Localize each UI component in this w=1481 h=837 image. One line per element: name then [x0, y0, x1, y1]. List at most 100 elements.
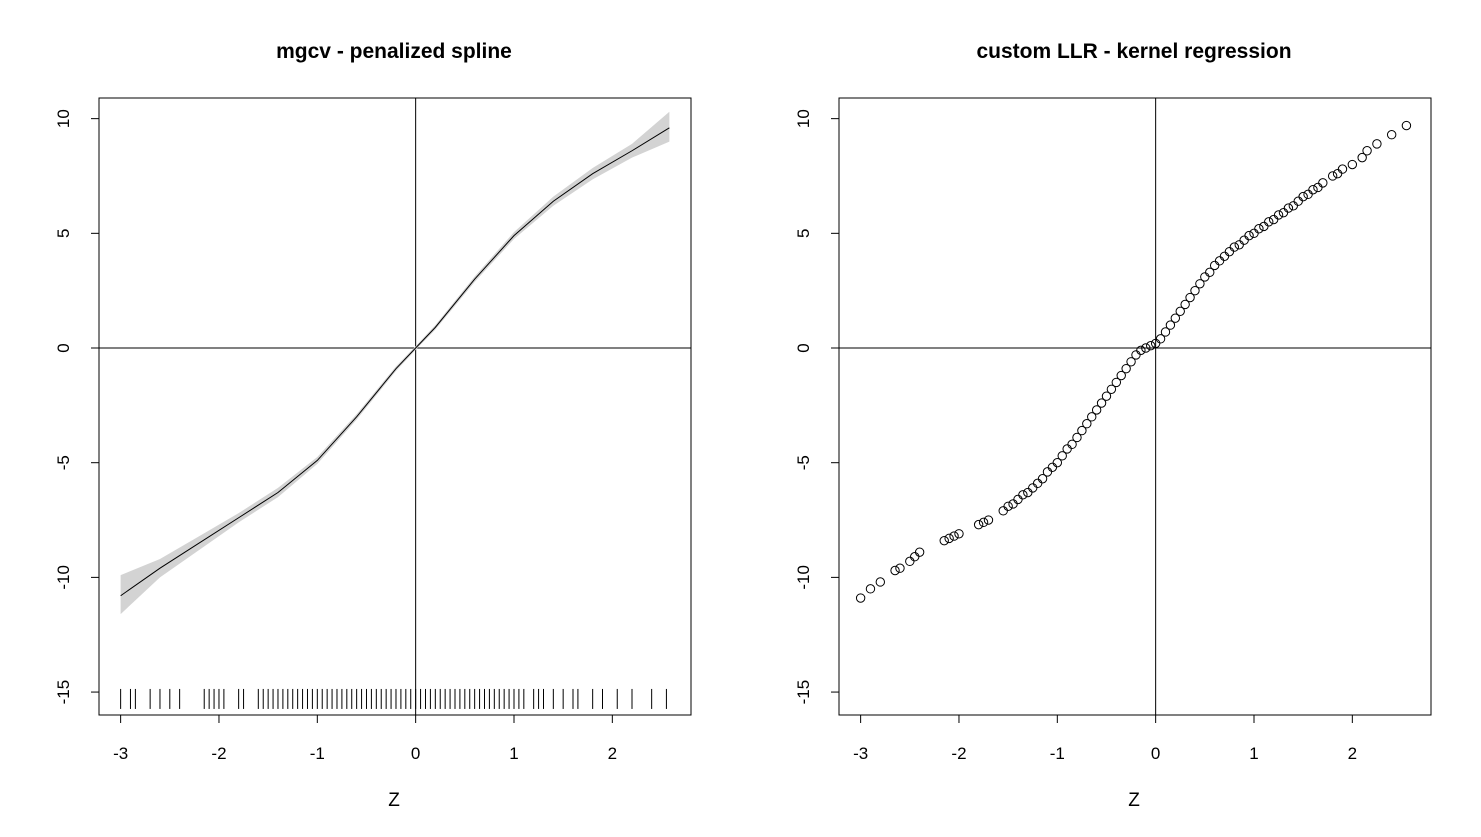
plot-frame — [838, 97, 1432, 716]
data-point — [1072, 432, 1082, 443]
y-tick-label: 5 — [54, 229, 73, 238]
data-point — [973, 519, 984, 530]
data-point — [1106, 384, 1117, 394]
data-point — [1308, 185, 1318, 195]
x-tick-label: 1 — [1249, 744, 1258, 763]
x-tick-label: -1 — [310, 744, 325, 763]
data-point — [1146, 341, 1156, 351]
x-tick-label: -2 — [951, 744, 966, 763]
panel-mgcv: mgcv - penalized spline -3 -2 -1 0 1 2-15-10-… — [54, 40, 692, 811]
data-point — [1219, 251, 1230, 261]
data-point — [865, 584, 876, 594]
data-point — [890, 565, 900, 576]
data-point — [1244, 230, 1254, 241]
data-point — [1234, 240, 1244, 250]
data-point — [1313, 182, 1323, 193]
data-point — [1013, 494, 1023, 505]
y-tick-label: 5 — [794, 229, 813, 238]
fitted-line — [120, 127, 670, 597]
data-point — [1401, 120, 1412, 131]
data-point — [1018, 490, 1028, 500]
data-point — [1160, 327, 1171, 337]
data-point — [1003, 501, 1013, 511]
data-point — [1126, 357, 1136, 367]
y-tick-label: 10 — [54, 109, 73, 128]
plot-marks — [99, 98, 691, 715]
data-point — [1200, 272, 1210, 282]
data-point — [998, 506, 1008, 516]
data-point — [954, 529, 964, 539]
x-tick-label: -3 — [113, 744, 128, 763]
data-point — [1037, 474, 1048, 484]
data-point — [1028, 483, 1038, 493]
data-point — [1032, 478, 1043, 489]
data-point — [1254, 224, 1264, 234]
data-point — [875, 577, 886, 587]
data-point — [1047, 462, 1058, 472]
data-point — [1175, 306, 1185, 317]
data-point — [1141, 343, 1151, 353]
y-tick-label: -5 — [794, 455, 813, 470]
plot-marks — [839, 98, 1431, 715]
data-point — [1091, 405, 1102, 415]
x-tick-label: 1 — [509, 744, 518, 763]
data-point — [855, 593, 866, 603]
data-point — [1259, 221, 1269, 232]
data-point — [949, 531, 959, 541]
data-point — [1116, 370, 1126, 381]
data-point — [1170, 313, 1181, 323]
data-point — [1318, 178, 1328, 188]
data-point — [944, 533, 954, 544]
data-point — [1327, 171, 1338, 181]
y-tick-label: 0 — [54, 343, 73, 352]
x-tick-label: -2 — [211, 744, 226, 763]
data-point — [1165, 320, 1176, 330]
chart-title: mgcv - penalized spline — [276, 40, 512, 63]
y-tick-label: -15 — [794, 680, 813, 705]
data-point — [1332, 168, 1343, 179]
x-axis-label: Z — [388, 790, 400, 811]
data-point — [1087, 412, 1097, 422]
data-point — [1052, 457, 1063, 468]
data-point — [1008, 499, 1018, 509]
data-point — [1386, 129, 1397, 140]
data-point — [895, 563, 905, 573]
x-axis-label: Z — [1128, 790, 1140, 811]
chart-title: custom LLR - kernel regression — [976, 40, 1291, 63]
data-point — [1298, 191, 1308, 202]
y-tick-label: 0 — [794, 343, 813, 352]
data-point — [1131, 350, 1141, 360]
y-tick-label: -5 — [54, 455, 73, 470]
data-point — [1229, 242, 1240, 252]
data-point — [1136, 345, 1146, 356]
data-point — [1155, 334, 1166, 344]
data-point — [905, 556, 915, 567]
confidence-band — [120, 111, 670, 615]
data-point — [978, 517, 989, 528]
data-point — [1273, 210, 1284, 220]
y-tick-label: -15 — [54, 680, 73, 705]
data-point — [1101, 391, 1112, 401]
data-point — [1195, 279, 1205, 289]
data-point — [1082, 419, 1092, 429]
y-tick-label: 10 — [794, 109, 813, 128]
data-point — [1293, 196, 1303, 206]
data-point — [1077, 425, 1087, 436]
data-point — [910, 552, 920, 562]
data-point — [1214, 256, 1225, 266]
data-point — [939, 535, 949, 546]
data-point — [1180, 299, 1190, 310]
data-point — [1023, 487, 1033, 498]
data-point — [1111, 377, 1122, 388]
data-point — [1283, 203, 1294, 213]
data-point — [1205, 267, 1215, 278]
data-point — [1190, 285, 1200, 296]
data-point — [1264, 217, 1274, 227]
x-tick-label: 0 — [1151, 744, 1160, 763]
x-tick-label: -3 — [853, 744, 868, 763]
data-point — [1062, 444, 1072, 454]
x-tick-label: 0 — [411, 744, 420, 763]
data-point — [1067, 439, 1077, 450]
